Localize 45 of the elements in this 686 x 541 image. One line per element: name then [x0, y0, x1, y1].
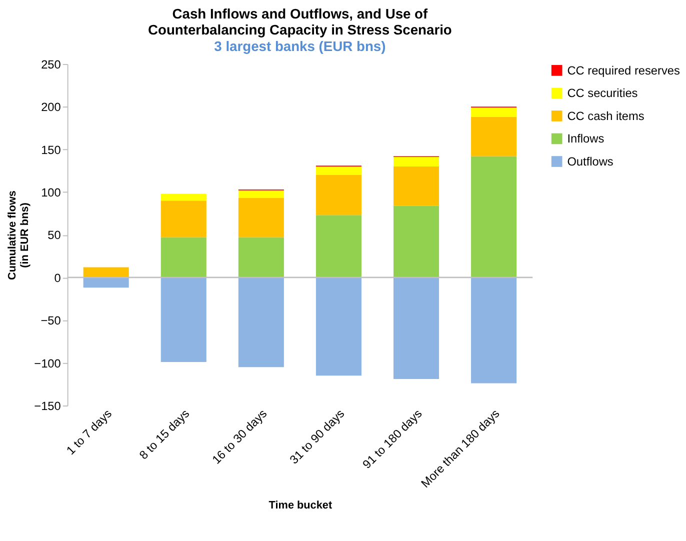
bar — [471, 108, 517, 117]
y-tick-label: −150 — [34, 398, 62, 413]
y-tick-label: 200 — [41, 100, 62, 114]
bar — [393, 206, 440, 278]
y-tick-label: 150 — [41, 142, 62, 157]
bar — [160, 194, 206, 201]
bar — [471, 277, 517, 384]
y-tick-label: 0 — [54, 270, 62, 285]
y-tick-label: 50 — [48, 228, 62, 242]
bar — [160, 237, 206, 278]
y-tick-label: 100 — [41, 186, 62, 200]
bar — [238, 277, 284, 368]
y-tick-label: −50 — [40, 314, 62, 328]
bar — [471, 116, 517, 156]
bar — [316, 277, 362, 376]
bar — [316, 166, 362, 175]
x-axis-title: Time bucket — [268, 500, 332, 512]
bar — [83, 277, 129, 288]
bar — [238, 237, 284, 278]
legend-label: CC required reserves — [567, 63, 680, 78]
legend-label: Outflows — [567, 154, 614, 168]
bar — [238, 190, 284, 198]
x-tick-label: 8 to 15 days — [136, 406, 192, 462]
x-tick-label: 16 to 30 days — [209, 406, 270, 467]
legend-label: CC cash items — [567, 108, 644, 123]
legend-label: CC securities — [567, 86, 638, 100]
bar — [393, 166, 440, 206]
x-tick-label: 1 to 7 days — [64, 406, 115, 458]
bar — [471, 156, 517, 278]
bar — [316, 215, 362, 278]
y-axis-title: Cumulative flows (in EUR bns) — [6, 190, 32, 280]
bar — [160, 200, 206, 238]
x-tick-label: 91 to 180 days — [360, 406, 425, 472]
bar — [83, 267, 129, 278]
bar — [160, 277, 206, 362]
bar — [393, 157, 440, 166]
y-tick-label: 250 — [41, 57, 62, 72]
chart-subtitle: 3 largest banks (EUR bns) — [214, 38, 386, 54]
y-tick-label: −100 — [34, 356, 62, 370]
x-tick-label: 31 to 90 days — [286, 406, 348, 467]
chart-title: Cash Inflows and Outflows, and Use of Counterbalancing Capacity in Stress Scenario — [148, 5, 452, 38]
legend-label: Inflows — [567, 132, 604, 146]
bar — [393, 277, 440, 380]
bar — [238, 198, 284, 238]
bar — [316, 174, 362, 216]
